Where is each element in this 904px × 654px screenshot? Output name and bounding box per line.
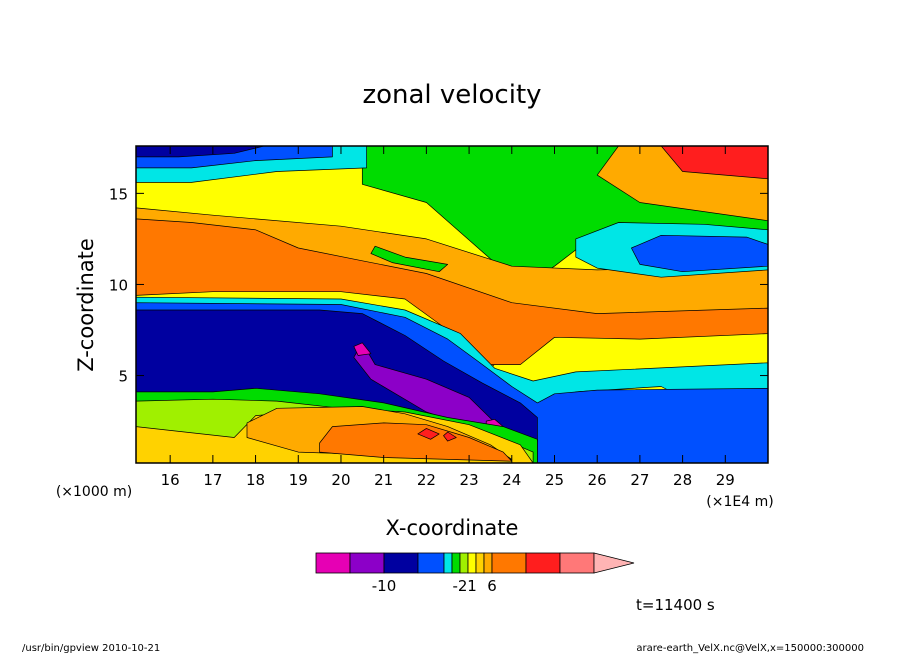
- contour-fill-area: [136, 146, 768, 463]
- colorbar-tick-label: -10: [372, 577, 397, 595]
- colorbar-segment-1: [349, 552, 385, 574]
- contour-region-23: [443, 431, 457, 442]
- contour-region-7: [136, 146, 265, 158]
- colorbar-segment-11: [525, 552, 561, 574]
- colorbar-segment-10: [491, 552, 527, 574]
- colorbar: -10 -2 1 6: [315, 552, 635, 595]
- x-tick-label: 24: [502, 471, 521, 489]
- contour-region-21: [319, 422, 513, 462]
- y-tick-label: 15: [109, 185, 128, 203]
- footer-left: /usr/bin/gpview 2010-10-21: [22, 643, 160, 654]
- x-tick-label: 22: [417, 471, 436, 489]
- y-tick-label: 5: [118, 368, 128, 386]
- colorbar-segment-4: [443, 552, 453, 574]
- x-tick-label: 23: [460, 471, 479, 489]
- colorbar-tick-label: 6: [487, 577, 497, 595]
- time-label: t=11400 s: [636, 596, 715, 614]
- x-tick-label: 25: [545, 471, 564, 489]
- contour-region-3: [136, 218, 768, 365]
- colorbar-extend-arrow: [593, 552, 635, 574]
- colorbar-tick-label: 1: [467, 577, 477, 595]
- x-axis-unit: (×1E4 m): [706, 494, 773, 510]
- footer-right: arare-earth_VelX.nc@VelX,x=150000:300000: [636, 643, 864, 654]
- contour-region-15: [353, 342, 372, 356]
- x-tick-label: 26: [588, 471, 607, 489]
- x-tick-label: 18: [246, 471, 265, 489]
- x-tick-label: 29: [716, 471, 735, 489]
- colorbar-segment-2: [383, 552, 419, 574]
- x-tick-label: 28: [673, 471, 692, 489]
- plot-frame: [135, 145, 769, 464]
- x-axis-ticks: 16 17 18 19 20 21 22 23 24 25 26 27 28 29: [161, 146, 735, 489]
- contour-region-10: [370, 245, 449, 273]
- x-tick-label: 27: [630, 471, 649, 489]
- x-tick-label: 17: [203, 471, 222, 489]
- contour-region-9: [631, 234, 768, 273]
- colorbar-tick-label: -2: [453, 577, 468, 595]
- colorbar-segment-8: [475, 552, 485, 574]
- colorbar-segment-3: [417, 552, 445, 574]
- x-axis-label: X-coordinate: [386, 516, 519, 540]
- colorbar-segment-9: [483, 552, 493, 574]
- y-tick-label: 10: [109, 276, 128, 294]
- y-axis-unit: (×1000 m): [56, 484, 132, 500]
- x-tick-label: 21: [374, 471, 393, 489]
- contour-region-4: [660, 146, 768, 180]
- y-axis-ticks: 5 10 15: [109, 185, 768, 386]
- colorbar-segment-12: [559, 552, 595, 574]
- contour-region-22: [417, 428, 440, 440]
- x-tick-label: 19: [289, 471, 308, 489]
- x-tick-label: 20: [331, 471, 350, 489]
- chart-title: zonal velocity: [362, 80, 541, 110]
- colorbar-segment-0: [315, 552, 351, 574]
- colorbar-segment-6: [459, 552, 469, 574]
- colorbar-segment-5: [451, 552, 461, 574]
- y-axis-label: Z-coordinate: [74, 238, 98, 372]
- colorbar-segment-7: [467, 552, 477, 574]
- x-tick-label: 16: [161, 471, 180, 489]
